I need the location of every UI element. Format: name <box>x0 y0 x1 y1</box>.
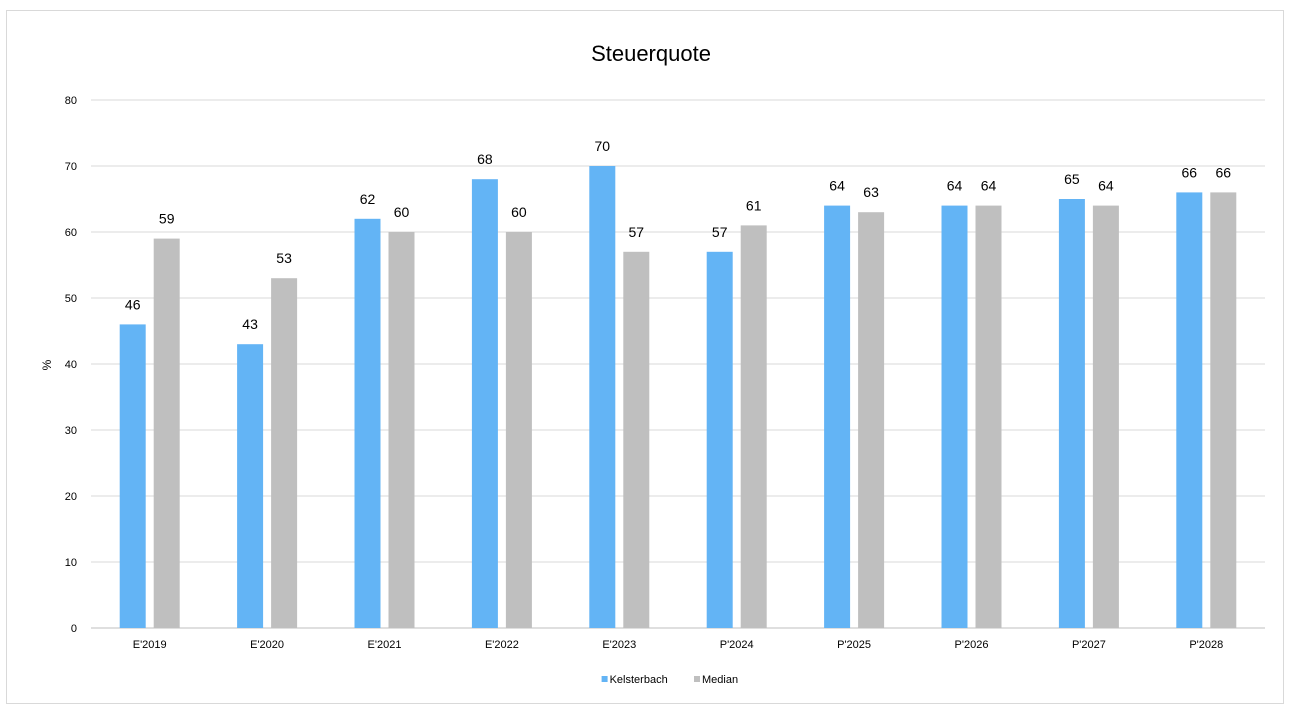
data-label: 64 <box>1098 178 1114 194</box>
legend-swatch <box>601 676 608 682</box>
data-label: 57 <box>712 224 728 240</box>
x-axis-ticks: E'2019 E'2020 E'2021 E'2022 E'2023 P'2024 P'20… <box>133 639 1224 651</box>
data-label: 60 <box>511 204 527 220</box>
bar <box>1210 192 1237 628</box>
bar <box>941 205 968 628</box>
data-label: 53 <box>276 250 292 266</box>
y-axis-label: % <box>40 359 54 370</box>
data-label: 70 <box>595 138 611 154</box>
x-tick-label: E'2019 <box>133 639 167 651</box>
bar <box>1176 192 1203 628</box>
legend-swatch <box>694 676 700 682</box>
bar <box>271 278 298 628</box>
x-tick-label: P'2025 <box>837 639 871 651</box>
bar <box>119 324 146 628</box>
x-tick-label: P'2028 <box>1189 639 1223 651</box>
x-tick-label: E'2022 <box>485 639 519 651</box>
x-tick-label: P'2026 <box>955 639 989 651</box>
y-axis-ticks: 0 10 20 30 40 50 60 70 80 <box>65 95 77 635</box>
bar <box>623 251 650 629</box>
bar <box>237 344 264 628</box>
x-tick-label: P'2027 <box>1072 639 1106 651</box>
bar <box>505 232 532 628</box>
legend: Kelsterbach Median <box>601 674 738 686</box>
y-tick-label: 40 <box>65 359 77 371</box>
bar <box>1092 205 1119 628</box>
y-tick-label: 10 <box>65 557 77 569</box>
data-label: 60 <box>394 204 410 220</box>
bar <box>388 232 415 628</box>
data-label: 64 <box>981 178 997 194</box>
data-label: 64 <box>829 178 845 194</box>
x-tick-label: E'2021 <box>368 639 402 651</box>
gridlines <box>91 99 1265 629</box>
chart: Steuerquote % 0 10 20 30 40 50 60 70 80 46 59 43 53… <box>40 41 1265 686</box>
x-tick-label: E'2020 <box>250 639 284 651</box>
bar <box>153 238 180 628</box>
data-label: 61 <box>746 197 762 213</box>
y-tick-label: 70 <box>65 161 77 173</box>
bar <box>1058 199 1085 628</box>
bar <box>975 205 1002 628</box>
data-label: 66 <box>1182 164 1198 180</box>
y-tick-label: 0 <box>71 623 77 635</box>
y-tick-label: 50 <box>65 293 77 305</box>
data-label: 68 <box>477 151 493 167</box>
legend-label: Kelsterbach <box>610 674 668 686</box>
y-tick-label: 20 <box>65 491 77 503</box>
bar <box>354 218 381 629</box>
data-label: 65 <box>1064 171 1080 187</box>
data-label: 62 <box>360 191 376 207</box>
y-tick-label: 30 <box>65 425 77 437</box>
y-tick-label: 60 <box>65 227 77 239</box>
chart-frame: Steuerquote % 0 10 20 30 40 50 60 70 80 46 59 43 53… <box>6 10 1284 704</box>
data-label: 64 <box>947 178 963 194</box>
data-labels: 46 59 43 53 62 60 68 60 70 57 57 61 64 63 64 64 65 64 66 66 <box>125 138 1231 332</box>
data-label: 43 <box>242 316 258 332</box>
legend-label: Median <box>702 674 738 686</box>
bar <box>858 212 885 628</box>
bar <box>824 205 851 628</box>
data-label: 66 <box>1216 164 1232 180</box>
data-label: 59 <box>159 211 175 227</box>
x-tick-label: P'2024 <box>720 639 754 651</box>
bar <box>471 179 498 628</box>
chart-title: Steuerquote <box>591 41 711 66</box>
bar <box>589 166 616 628</box>
y-tick-label: 80 <box>65 95 77 107</box>
bar <box>740 225 767 628</box>
bars <box>119 166 1237 629</box>
data-label: 63 <box>863 184 879 200</box>
x-tick-label: E'2023 <box>602 639 636 651</box>
bar <box>706 251 733 629</box>
data-label: 57 <box>629 224 645 240</box>
data-label: 46 <box>125 296 141 312</box>
